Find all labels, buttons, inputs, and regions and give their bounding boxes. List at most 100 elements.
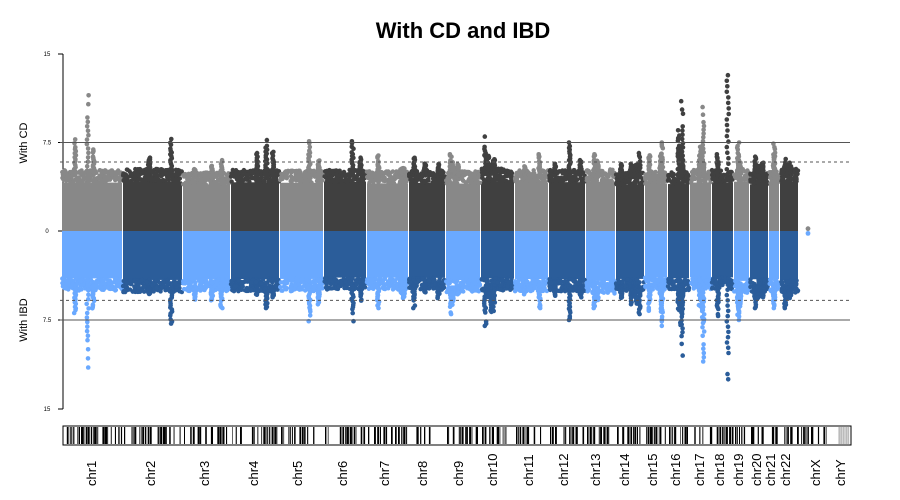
data-point <box>613 172 619 177</box>
data-point <box>387 173 392 178</box>
data-point <box>521 291 527 297</box>
data-point <box>455 162 460 167</box>
data-point <box>157 179 163 184</box>
chr-top-band <box>645 183 667 231</box>
data-point <box>284 280 290 286</box>
data-point <box>264 143 270 149</box>
data-point <box>270 294 275 300</box>
chr-top-band <box>409 182 445 231</box>
data-point <box>382 170 388 176</box>
data-point <box>329 178 334 184</box>
data-point <box>652 171 657 177</box>
data-point <box>222 180 227 185</box>
data-point <box>643 177 648 182</box>
data-point <box>254 150 260 156</box>
data-point <box>386 286 391 291</box>
data-point <box>592 152 597 157</box>
data-point <box>102 281 107 287</box>
data-point <box>560 168 565 173</box>
data-point <box>307 313 313 318</box>
data-point <box>187 180 192 186</box>
data-point <box>84 328 90 334</box>
data-point <box>211 279 216 284</box>
data-point <box>601 284 607 290</box>
data-point <box>85 337 90 343</box>
data-point <box>594 178 600 183</box>
chr-top-band <box>549 182 585 231</box>
data-point <box>554 178 559 183</box>
data-point <box>168 321 174 326</box>
top-axis-label: With CD <box>18 122 30 163</box>
data-point <box>121 171 126 176</box>
chr-top-band <box>734 181 749 231</box>
data-point <box>157 280 163 286</box>
data-point <box>105 176 110 181</box>
data-point <box>288 178 293 184</box>
data-point <box>117 278 122 284</box>
chr-bottom-band <box>616 231 644 279</box>
y-tick-label: 7.5 <box>43 318 52 324</box>
data-point <box>125 287 130 293</box>
data-point <box>391 180 396 185</box>
data-point <box>229 171 234 176</box>
data-point <box>444 279 449 284</box>
data-point <box>199 177 204 183</box>
chr-top-band <box>446 183 480 231</box>
data-point <box>491 304 496 310</box>
data-point <box>358 155 363 160</box>
data-point <box>284 169 289 175</box>
chr-bottom-band <box>280 231 323 279</box>
data-point <box>448 311 454 317</box>
chr-bottom-band <box>183 231 230 279</box>
data-point <box>187 280 192 285</box>
data-point <box>472 173 477 178</box>
data-point <box>85 128 91 134</box>
data-point <box>224 175 230 180</box>
data-point <box>633 162 639 168</box>
data-point <box>171 178 176 184</box>
data-point <box>84 310 90 316</box>
data-point <box>304 179 309 185</box>
chr-top-band <box>769 183 779 231</box>
chr-bottom-band <box>231 231 279 280</box>
data-point <box>192 166 197 172</box>
chr-bottom-band <box>769 231 779 279</box>
data-point <box>324 287 330 292</box>
data-point <box>261 179 267 184</box>
data-point <box>634 301 640 306</box>
data-point <box>435 295 440 301</box>
data-point <box>85 324 90 329</box>
data-point <box>482 278 488 283</box>
data-point <box>327 170 333 175</box>
data-point <box>500 175 505 180</box>
data-point <box>220 305 225 311</box>
data-point <box>86 287 91 293</box>
data-point <box>117 283 122 288</box>
data-point <box>473 177 478 183</box>
data-point <box>85 347 91 352</box>
data-point <box>124 178 129 183</box>
data-point <box>436 161 441 167</box>
data-point <box>572 169 578 174</box>
data-point <box>224 285 230 290</box>
data-point <box>69 180 75 185</box>
data-point <box>220 276 225 282</box>
chr-bottom-band <box>123 231 182 280</box>
data-point <box>151 288 156 294</box>
data-point <box>233 284 239 289</box>
data-point <box>646 276 651 281</box>
data-point <box>198 181 203 187</box>
data-point <box>174 288 179 293</box>
data-point <box>214 282 220 287</box>
data-point <box>268 178 273 183</box>
data-point <box>63 286 69 291</box>
data-point <box>652 180 658 185</box>
data-point <box>490 177 495 182</box>
data-point <box>127 173 133 179</box>
chr-bottom-band <box>62 231 122 279</box>
data-point <box>72 141 77 146</box>
data-point <box>88 277 93 282</box>
data-point <box>124 280 130 286</box>
data-point <box>426 278 432 284</box>
